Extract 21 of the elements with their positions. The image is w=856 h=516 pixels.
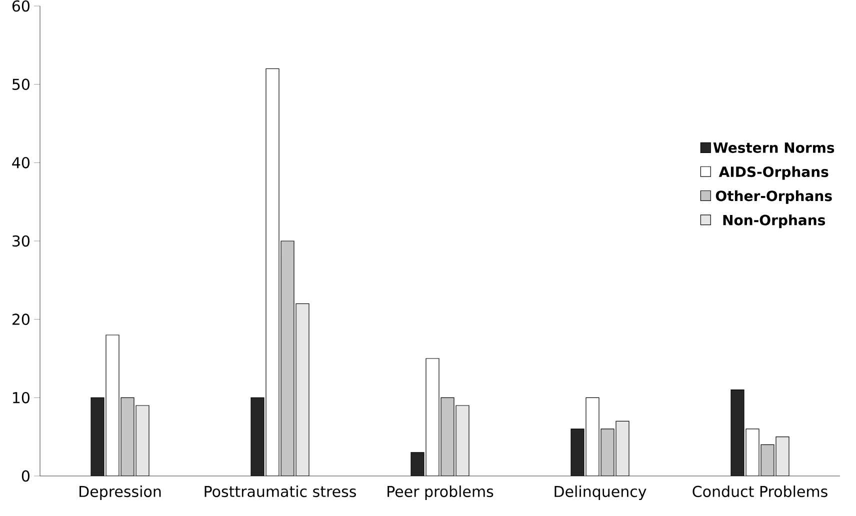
legend-label: Western Norms xyxy=(713,142,834,153)
y-tick-label: 0 xyxy=(22,470,30,482)
bar xyxy=(441,398,454,476)
legend-label: Other-Orphans xyxy=(716,190,832,204)
y-tick-label: 50 xyxy=(12,78,30,90)
bar xyxy=(121,398,134,476)
legend-label: AIDS-Orphans xyxy=(718,166,828,180)
y-tick-label: 10 xyxy=(13,392,30,404)
x-tick-label: Delinquency xyxy=(554,486,646,500)
bar xyxy=(601,428,614,476)
legend-label: Non-Orphans xyxy=(723,214,826,228)
y-tick-label: 40 xyxy=(12,156,30,168)
x-tick-label: Peer problems xyxy=(388,486,494,500)
y-tick-label: 20 xyxy=(12,314,30,326)
x-tick-label: Conduct Problems xyxy=(692,486,828,498)
bar xyxy=(760,444,774,476)
x-tick-label: Posttraumatic stress xyxy=(204,486,356,498)
y-tick-label: 60 xyxy=(12,0,30,12)
bar xyxy=(281,240,294,476)
y-tick-label: 30 xyxy=(12,235,30,247)
x-tick-label: Depression xyxy=(80,486,161,500)
